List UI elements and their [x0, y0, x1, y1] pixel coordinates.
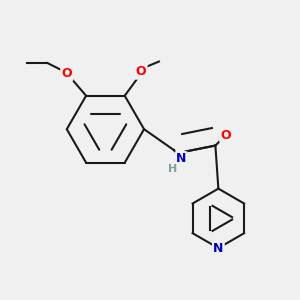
Text: H: H: [168, 164, 177, 174]
Text: O: O: [136, 65, 146, 79]
Text: N: N: [213, 242, 224, 255]
Text: O: O: [220, 129, 231, 142]
Text: N: N: [176, 152, 186, 165]
Text: O: O: [61, 67, 72, 80]
